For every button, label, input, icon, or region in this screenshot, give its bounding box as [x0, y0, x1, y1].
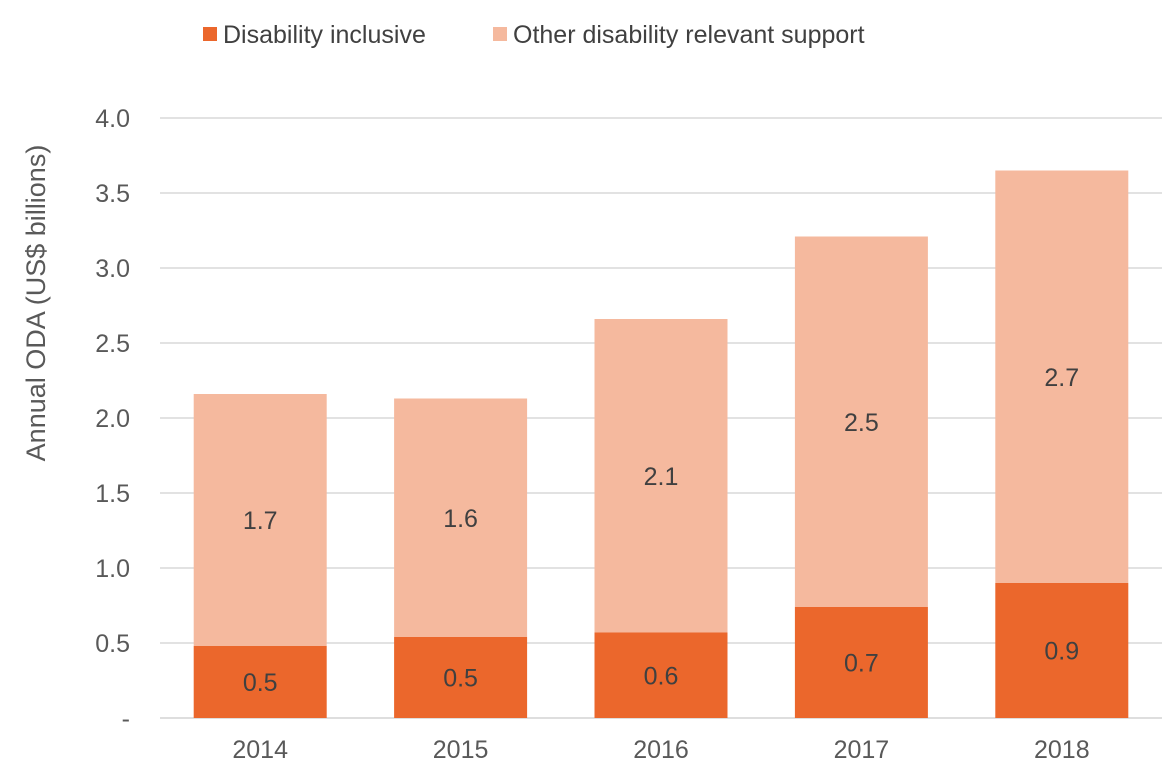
legend-swatch	[203, 27, 217, 41]
data-label: 0.5	[243, 669, 278, 697]
bar-segment-disability-inclusive-2015	[394, 637, 528, 718]
legend: Disability inclusive Other disability rel…	[203, 21, 865, 49]
y-axis-ticks: - 0.5 1.0 1.5 2.0 2.5 3.0 3.5 4.0	[95, 105, 130, 733]
y-tick-label: 2.5	[95, 330, 130, 358]
data-label: 1.6	[443, 505, 478, 533]
data-label: 2.7	[1044, 364, 1079, 392]
bar-segment-disability-inclusive-2014	[193, 646, 327, 718]
legend-label: Other disability relevant support	[513, 21, 865, 49]
data-label: 1.7	[243, 507, 278, 535]
y-tick-label: 4.0	[95, 105, 130, 133]
y-tick-label: 0.5	[95, 630, 130, 658]
bar-segment-other-support-2014	[193, 394, 327, 646]
bar-segment-other-support-2017	[794, 236, 928, 607]
y-tick-label: 2.0	[95, 405, 130, 433]
data-label: 0.5	[443, 665, 478, 693]
y-tick-label: 1.0	[95, 555, 130, 583]
data-label: 2.5	[844, 409, 879, 437]
x-tick-label: 2015	[433, 736, 489, 764]
x-tick-label: 2018	[1034, 736, 1090, 764]
data-label: 2.1	[644, 463, 679, 491]
x-tick-label: 2016	[633, 736, 689, 764]
legend-swatch	[493, 27, 507, 41]
data-label: 0.7	[844, 650, 879, 678]
legend-label: Disability inclusive	[223, 21, 426, 49]
x-tick-label: 2017	[834, 736, 890, 764]
y-tick-label: -	[122, 705, 130, 733]
y-tick-label: 1.5	[95, 480, 130, 508]
x-axis-ticks: 2014 2015 2016 2017 2018	[232, 736, 1089, 764]
bar-segment-other-support-2018	[995, 170, 1129, 583]
bar-segment-disability-inclusive-2017	[794, 607, 928, 718]
y-tick-label: 3.5	[95, 180, 130, 208]
data-labels: 0.5 1.7 0.5 1.6 0.6 2.1 0.7 2.5 0.9 2.7	[243, 364, 1079, 697]
data-label: 0.9	[1044, 638, 1079, 666]
bar-segment-other-support-2016	[594, 319, 728, 633]
data-label: 0.6	[644, 662, 679, 690]
bar-segment-disability-inclusive-2018	[995, 583, 1129, 718]
bars	[193, 170, 1129, 718]
x-tick-label: 2014	[232, 736, 288, 764]
y-axis-title: Annual ODA (US$ billions)	[21, 145, 51, 462]
y-tick-label: 3.0	[95, 255, 130, 283]
bar-segment-other-support-2015	[394, 398, 528, 637]
bar-segment-disability-inclusive-2016	[594, 632, 728, 718]
